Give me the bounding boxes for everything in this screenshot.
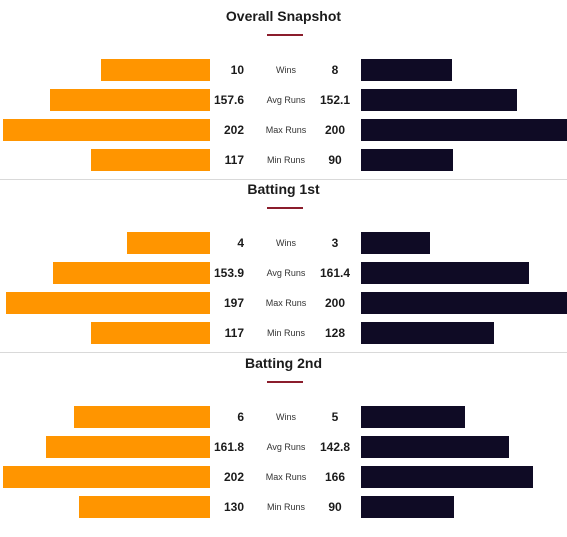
row-wins: 4 Wins 3: [0, 232, 567, 254]
metric-label-min-runs: Min Runs: [266, 502, 305, 512]
metric-label-avg-runs: Avg Runs: [266, 442, 306, 452]
bar-team-b-max-runs: [361, 466, 533, 488]
value-team-b-wins: 8: [331, 63, 339, 77]
value-team-a-max-runs: 202: [223, 470, 244, 484]
row-max-runs: 202 Max Runs 200: [0, 119, 567, 141]
bar-team-a-max-runs: [3, 119, 210, 141]
bar-team-a-min-runs: [79, 496, 210, 518]
section-title: Batting 2nd: [245, 355, 322, 371]
section-divider: [0, 352, 567, 353]
row-avg-runs: 161.8 Avg Runs 142.8: [0, 436, 567, 458]
bar-team-a-max-runs: [6, 292, 210, 314]
value-team-b-min-runs: 128: [324, 326, 346, 340]
row-avg-runs: 153.9 Avg Runs 161.4: [0, 262, 567, 284]
bar-team-b-min-runs: [361, 322, 494, 344]
metric-label-wins: Wins: [276, 412, 296, 422]
row-min-runs: 130 Min Runs 90: [0, 496, 567, 518]
metric-label-min-runs: Min Runs: [266, 328, 305, 338]
bar-team-b-avg-runs: [361, 89, 517, 111]
metric-label-max-runs: Max Runs: [265, 472, 307, 482]
section-overall-snapshot: Overall Snapshot 10 Wins 8 157.6 Avg Runs 152.…: [0, 8, 567, 178]
section-batting-2nd: Batting 2nd 6 Wins 5 161.8 Avg Runs 142.8 202 Ma…: [0, 355, 567, 525]
value-team-b-min-runs: 90: [328, 153, 342, 167]
row-wins: 10 Wins 8: [0, 59, 567, 81]
section-title: Batting 1st: [247, 181, 320, 197]
value-team-a-min-runs: 117: [224, 153, 244, 167]
value-team-b-max-runs: 166: [324, 470, 346, 484]
bar-team-b-avg-runs: [361, 436, 509, 458]
value-team-b-avg-runs: 142.8: [319, 440, 351, 454]
row-avg-runs: 157.6 Avg Runs 152.1: [0, 89, 567, 111]
title-underline: [267, 381, 303, 383]
metric-label-max-runs: Max Runs: [265, 125, 307, 135]
value-team-b-wins: 3: [331, 236, 339, 250]
value-team-b-wins: 5: [331, 410, 339, 424]
value-team-b-avg-runs: 161.4: [319, 266, 351, 280]
row-min-runs: 117 Min Runs 128: [0, 322, 567, 344]
metric-label-avg-runs: Avg Runs: [266, 95, 306, 105]
bar-team-b-min-runs: [361, 149, 453, 171]
row-max-runs: 202 Max Runs 166: [0, 466, 567, 488]
bar-team-a-avg-runs: [50, 89, 210, 111]
value-team-a-wins: 4: [237, 236, 244, 250]
section-title: Overall Snapshot: [225, 8, 342, 24]
value-team-b-max-runs: 200: [324, 123, 346, 137]
metric-label-max-runs: Max Runs: [265, 298, 307, 308]
value-team-a-max-runs: 197: [223, 296, 244, 310]
bar-team-a-wins: [101, 59, 210, 81]
bar-team-b-wins: [361, 406, 465, 428]
bar-team-a-min-runs: [91, 322, 210, 344]
value-team-a-max-runs: 202: [223, 123, 244, 137]
bar-team-b-max-runs: [361, 119, 567, 141]
row-max-runs: 197 Max Runs 200: [0, 292, 567, 314]
value-team-a-wins: 6: [237, 410, 244, 424]
bar-team-b-avg-runs: [361, 262, 529, 284]
bar-team-a-wins: [127, 232, 210, 254]
value-team-b-max-runs: 200: [324, 296, 346, 310]
bar-team-b-wins: [361, 59, 452, 81]
title-underline: [267, 34, 303, 36]
section-divider: [0, 179, 567, 180]
bar-team-a-wins: [74, 406, 210, 428]
bar-team-b-min-runs: [361, 496, 454, 518]
bar-team-a-min-runs: [91, 149, 210, 171]
value-team-b-avg-runs: 152.1: [319, 93, 351, 107]
title-underline: [267, 207, 303, 209]
metric-label-min-runs: Min Runs: [266, 155, 305, 165]
bar-team-b-max-runs: [361, 292, 567, 314]
bar-team-a-avg-runs: [46, 436, 210, 458]
value-team-a-min-runs: 130: [223, 500, 244, 514]
value-team-a-avg-runs: 161.8: [213, 440, 244, 454]
bar-team-a-avg-runs: [53, 262, 210, 284]
value-team-a-min-runs: 117: [224, 326, 244, 340]
metric-label-wins: Wins: [276, 238, 296, 248]
value-team-a-avg-runs: 157.6: [213, 93, 244, 107]
value-team-a-avg-runs: 153.9: [213, 266, 244, 280]
row-min-runs: 117 Min Runs 90: [0, 149, 567, 171]
value-team-b-min-runs: 90: [328, 500, 342, 514]
section-batting-1st: Batting 1st 4 Wins 3 153.9 Avg Runs 161.4 197 Ma…: [0, 181, 567, 351]
bar-team-a-max-runs: [3, 466, 210, 488]
metric-label-wins: Wins: [276, 65, 296, 75]
bar-team-b-wins: [361, 232, 430, 254]
value-team-a-wins: 10: [230, 63, 244, 77]
row-wins: 6 Wins 5: [0, 406, 567, 428]
metric-label-avg-runs: Avg Runs: [266, 268, 306, 278]
